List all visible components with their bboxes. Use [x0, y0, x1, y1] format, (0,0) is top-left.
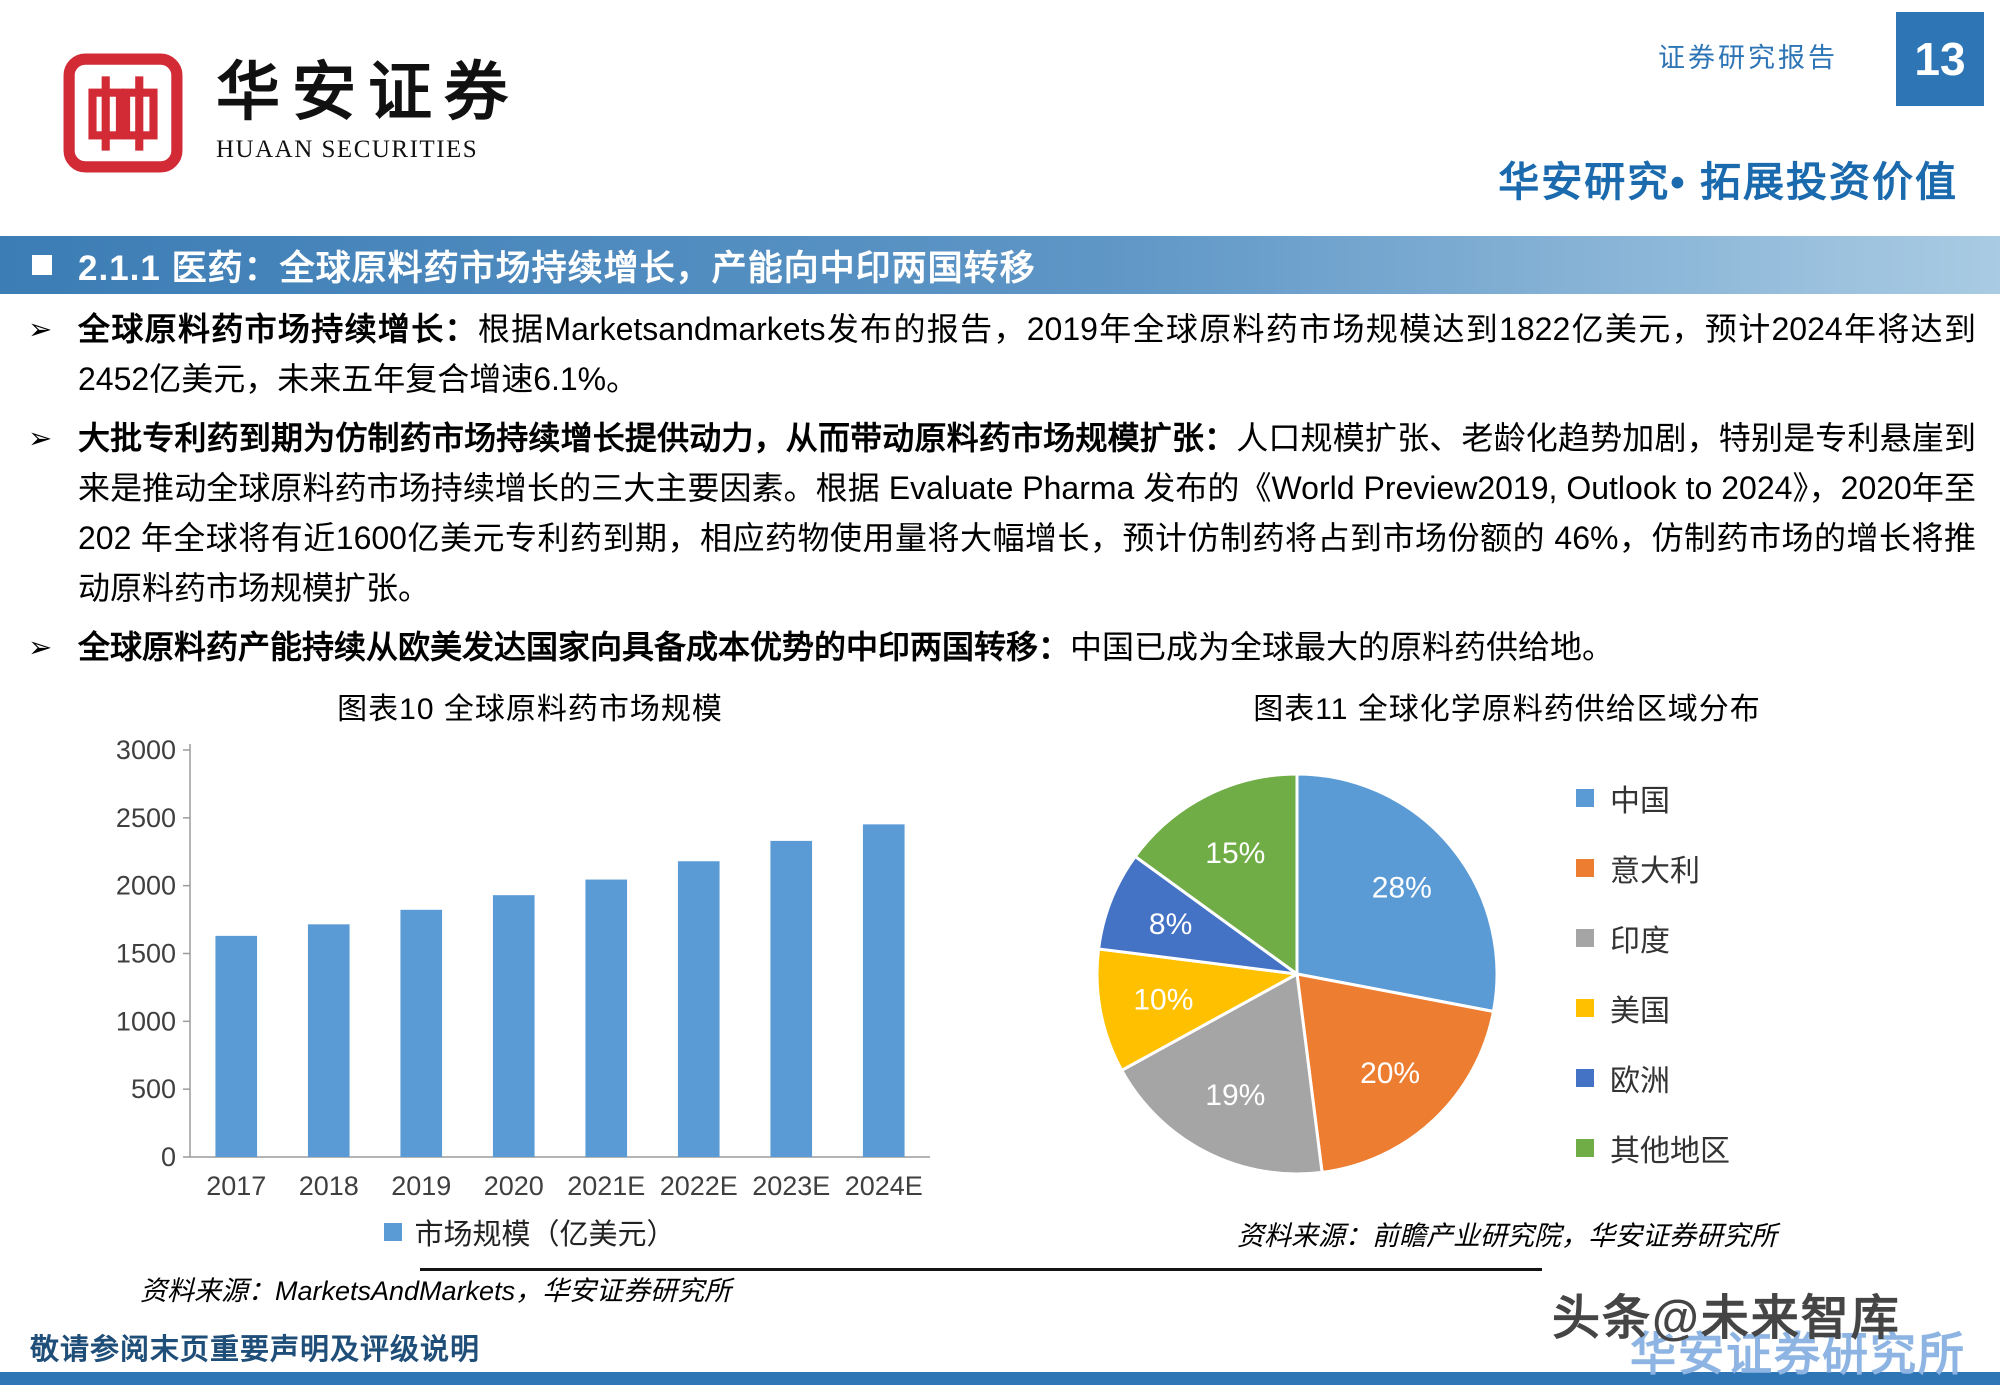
legend-swatch-icon: [1576, 999, 1594, 1017]
legend-swatch-icon: [384, 1223, 403, 1241]
brand-text: 华安证券 HUAAN SECURITIES: [216, 52, 520, 164]
legend-label: 欧洲: [1610, 1065, 1670, 1098]
pie-slice-label: 8%: [1149, 908, 1192, 941]
pie-slice-中国: [1295, 772, 1499, 1014]
legend-swatch-icon: [1576, 929, 1594, 947]
huaan-logo-icon: [63, 53, 183, 173]
pie-chart: 28% 20% 19% 10% 8% 15%: [1095, 772, 1499, 1176]
legend-swatch-icon: [1576, 859, 1594, 877]
bullet-lead: 全球原料药产能持续从欧美发达国家向具备成本优势的中印两国转移：: [78, 629, 1071, 665]
bullet-list: ➢ 全球原料药市场持续增长：根据Marketsandmarkets发布的报告，20…: [26, 304, 1976, 681]
bullet-lead: 大批专利药到期为仿制药市场持续增长提供动力，从而带动原料药市场规模扩张：: [78, 420, 1237, 456]
pie-slice-label: 15%: [1205, 837, 1265, 870]
bar-2019: [400, 909, 443, 1157]
bar-chart-source: 资料来源：MarketsAndMarkets，华安证券研究所: [140, 1276, 732, 1306]
svg-text:0: 0: [161, 1142, 176, 1172]
bullet-arrow-icon: ➢: [28, 632, 53, 664]
pie-slice-美国: [1095, 947, 1302, 1073]
bar-2022E: [677, 861, 720, 1157]
bar-chart-title: 图表10 全球原料药市场规模: [337, 693, 723, 726]
svg-text:2021E: 2021E: [567, 1171, 645, 1201]
bullet-body: 根据Marketsandmarkets发布的报告，2019年全球原料药市场规模达…: [78, 311, 1976, 397]
pie-slice-label: 19%: [1205, 1079, 1265, 1112]
bullet-body: 中国已成为全球最大的原料药供给地。: [1070, 629, 1615, 665]
bullet-body: 人口规模扩张、老龄化趋势加剧，特别是专利悬崖到来是推动全球原料药市场持续增长的三…: [78, 420, 1976, 606]
pie-slice-印度: [1119, 971, 1324, 1176]
legend-swatch-icon: [1576, 789, 1594, 807]
svg-text:1500: 1500: [116, 939, 176, 969]
pie-slice-label: 20%: [1360, 1057, 1420, 1090]
section-title-bar: 2.1.1 医药：全球原料药市场持续增长，产能向中印两国转移: [0, 236, 2000, 294]
watermark-huaan: 华安证券研究所: [1630, 1328, 1966, 1380]
pie-legend-item: 印度: [1576, 916, 1730, 960]
svg-text:2500: 2500: [116, 803, 176, 833]
legend-label: 意大利: [1610, 855, 1700, 888]
pie-chart-title: 图表11 全球化学原料药供给区域分布: [1253, 693, 1761, 726]
brand-name-en: HUAAN SECURITIES: [216, 136, 479, 164]
bullet-arrow-icon: ➢: [28, 314, 53, 346]
svg-text:500: 500: [131, 1074, 176, 1104]
bullet-arrow-icon: ➢: [28, 423, 53, 455]
pie-chart-legend: 中国意大利印度美国欧洲其他地区: [1576, 776, 1730, 1170]
pie-chart-source: 资料来源：前瞻产业研究院，华安证券研究所: [1237, 1221, 1777, 1251]
svg-text:1000: 1000: [116, 1006, 176, 1036]
bar-2017: [215, 935, 258, 1157]
svg-text:2018: 2018: [299, 1171, 359, 1201]
svg-text:2023E: 2023E: [752, 1171, 830, 1201]
pie-row: 28% 20% 19% 10% 8% 15% 中国意大利印度美国欧洲其他地区: [1062, 734, 1952, 1212]
section-bullet-icon: [32, 255, 52, 275]
svg-text:2000: 2000: [116, 871, 176, 901]
bar-2024E: [862, 824, 905, 1157]
watermark-toutiao: 头条@未来智库: [1552, 1292, 1901, 1345]
legend-label: 其他地区: [1610, 1135, 1730, 1168]
pie-legend-item: 意大利: [1576, 846, 1730, 890]
bar-2020: [492, 895, 535, 1157]
legend-label: 美国: [1610, 995, 1670, 1028]
bullet-item: ➢ 全球原料药产能持续从欧美发达国家向具备成本优势的中印两国转移：中国已成为全球最…: [26, 622, 1976, 672]
bar-chart: 0 500 1000 1500 2000 2500 3000 2017 2018 2019 2020…: [116, 735, 930, 1201]
pie-slice-label: 10%: [1133, 984, 1193, 1017]
svg-text:2020: 2020: [484, 1171, 544, 1201]
bullet-item: ➢ 大批专利药到期为仿制药市场持续增长提供动力，从而带动原料药市场规模扩张：人口规…: [26, 413, 1976, 613]
research-slogan: 华安研究• 拓展投资价值: [1498, 159, 1958, 205]
footer-disclaimer: 敬请参阅末页重要声明及评级说明: [30, 1334, 481, 1366]
page-number-badge: 13: [1896, 12, 1984, 106]
bar-chart-legend: 市场规模（亿美元）: [105, 1211, 955, 1253]
bullet-lead: 全球原料药市场持续增长：: [78, 311, 478, 347]
legend-swatch-icon: [1576, 1069, 1594, 1087]
pie-slice-意大利: [1295, 972, 1496, 1175]
svg-text:2017: 2017: [206, 1171, 266, 1201]
bullet-item: ➢ 全球原料药市场持续增长：根据Marketsandmarkets发布的报告，20…: [26, 304, 1976, 404]
brand-logo: 华安证券 HUAAN SECURITIES: [62, 52, 520, 174]
bar-2023E: [770, 840, 813, 1157]
pie-legend-item: 其他地区: [1576, 1126, 1730, 1170]
legend-swatch-icon: [1576, 1139, 1594, 1157]
legend-label: 印度: [1610, 925, 1670, 958]
bottom-accent-bar: [0, 1372, 2000, 1385]
pie-slice-label: 28%: [1372, 871, 1432, 904]
svg-text:2022E: 2022E: [660, 1171, 738, 1201]
pie-legend-item: 中国: [1576, 776, 1730, 820]
legend-label: 市场规模（亿美元）: [414, 1219, 676, 1251]
report-type-label: 证券研究报告: [1658, 43, 1838, 73]
divider-line: [420, 1268, 1542, 1271]
legend-label: 中国: [1610, 785, 1670, 818]
bar-chart-block: 图表10 全球原料药市场规模 0 500 1000 1500 2000 2500 3000 2…: [105, 684, 955, 1308]
bar-2018: [307, 924, 350, 1157]
pie-chart-block: 图表11 全球化学原料药供给区域分布 28% 20% 19% 10% 8% 15% 中国意…: [1062, 684, 1952, 1253]
pie-legend-item: 欧洲: [1576, 1056, 1730, 1100]
brand-name-cn: 华安证券: [216, 55, 520, 130]
pie-legend-item: 美国: [1576, 986, 1730, 1030]
pie-slice-欧洲: [1096, 854, 1298, 976]
bar-2021E: [585, 879, 628, 1157]
section-title: 2.1.1 医药：全球原料药市场持续增长，产能向中印两国转移: [78, 248, 1036, 288]
svg-text:3000: 3000: [116, 735, 176, 765]
svg-text:2024E: 2024E: [845, 1171, 923, 1201]
pie-slice-其他地区: [1133, 772, 1299, 977]
svg-text:2019: 2019: [391, 1171, 451, 1201]
